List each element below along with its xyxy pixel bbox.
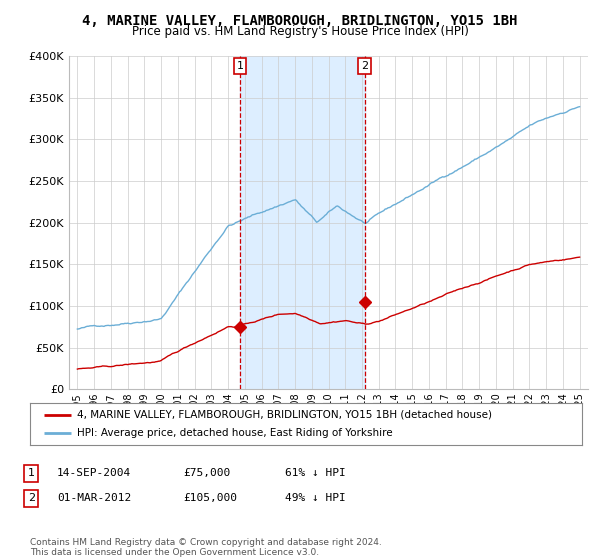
Text: 14-SEP-2004: 14-SEP-2004 <box>57 468 131 478</box>
Text: £75,000: £75,000 <box>183 468 230 478</box>
Text: Price paid vs. HM Land Registry's House Price Index (HPI): Price paid vs. HM Land Registry's House … <box>131 25 469 38</box>
Bar <box>240 56 365 389</box>
Text: 2: 2 <box>361 61 368 71</box>
Text: 49% ↓ HPI: 49% ↓ HPI <box>285 493 346 503</box>
Text: 4, MARINE VALLEY, FLAMBOROUGH, BRIDLINGTON, YO15 1BH (detached house): 4, MARINE VALLEY, FLAMBOROUGH, BRIDLINGT… <box>77 410 492 420</box>
Text: 01-MAR-2012: 01-MAR-2012 <box>57 493 131 503</box>
Text: HPI: Average price, detached house, East Riding of Yorkshire: HPI: Average price, detached house, East… <box>77 428 392 438</box>
Text: 2: 2 <box>28 493 35 503</box>
Text: Contains HM Land Registry data © Crown copyright and database right 2024.
This d: Contains HM Land Registry data © Crown c… <box>30 538 382 557</box>
Text: 4, MARINE VALLEY, FLAMBOROUGH, BRIDLINGTON, YO15 1BH: 4, MARINE VALLEY, FLAMBOROUGH, BRIDLINGT… <box>82 14 518 28</box>
Text: 1: 1 <box>28 468 35 478</box>
Text: £105,000: £105,000 <box>183 493 237 503</box>
Text: 1: 1 <box>236 61 244 71</box>
Text: 61% ↓ HPI: 61% ↓ HPI <box>285 468 346 478</box>
